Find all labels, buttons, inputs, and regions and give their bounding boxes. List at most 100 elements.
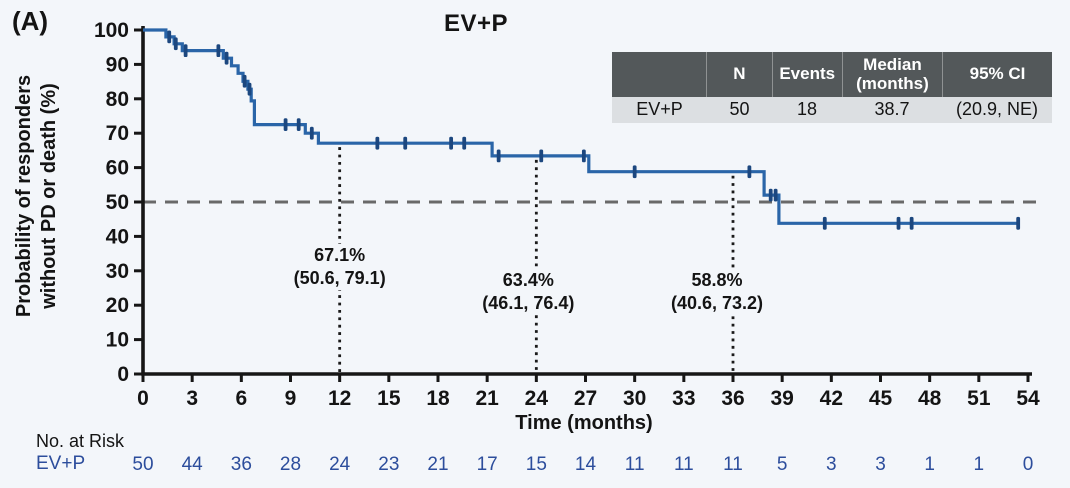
summary-cell-events: 18 [796, 99, 818, 120]
censor-tick [449, 136, 454, 150]
summary-table-data-row: EV+P 50 18 38.7 (20.9, NE) [612, 97, 1052, 123]
risk-count: 50 [132, 454, 153, 475]
censor-tick [216, 44, 221, 58]
censor-tick [539, 149, 544, 163]
censor-tick [242, 74, 247, 88]
landmark-annotation: 67.1% (50.6, 79.1) [289, 244, 390, 291]
summary-cell-ci: (20.9, NE) [955, 99, 1039, 120]
summary-header-n: N [706, 52, 771, 97]
chart-title: EV+P [443, 10, 509, 37]
risk-count: 36 [231, 454, 252, 475]
x-tick-label: 21 [475, 387, 499, 410]
panel-label: (A) [12, 6, 49, 36]
summary-cell-n: 50 [729, 99, 750, 120]
landmark-percent: 58.8% [691, 270, 743, 290]
landmark-ci: (46.1, 76.4) [482, 293, 575, 314]
y-tick-label: 20 [106, 294, 129, 317]
landmark-annotation: 58.8% (40.6, 73.2) [666, 269, 768, 316]
x-tick-label: 24 [525, 387, 549, 410]
risk-count: 14 [575, 454, 597, 475]
summary-table-header-row: N Events Median (months) 95% CI [612, 52, 1052, 97]
censor-tick [403, 136, 408, 150]
x-tick-label: 15 [377, 387, 401, 410]
censor-tick [909, 216, 914, 230]
risk-section-label: No. at Risk [36, 431, 125, 451]
risk-row-label: EV+P [36, 453, 86, 474]
x-axis-label: Time (months) [515, 412, 653, 434]
y-tick-label: 90 [106, 53, 129, 76]
landmark-annotation: 63.4% (46.1, 76.4) [478, 269, 579, 316]
summary-header-blank [612, 52, 706, 97]
y-tick-label: 60 [106, 157, 129, 180]
risk-count: 11 [723, 454, 743, 475]
censor-tick [747, 165, 752, 179]
risk-count: 1 [924, 454, 935, 475]
summary-cell-median: 38.7 [874, 99, 910, 120]
risk-count: 28 [280, 454, 301, 475]
censor-tick [309, 126, 314, 140]
censor-tick [773, 188, 778, 202]
risk-count: 21 [427, 454, 448, 475]
risk-count: 1 [974, 454, 985, 475]
risk-count: 3 [826, 454, 837, 475]
censor-tick [581, 149, 586, 163]
censor-tick [896, 216, 901, 230]
y-tick-label: 40 [106, 225, 129, 248]
summary-header-events: Events [771, 52, 842, 97]
risk-count: 11 [674, 454, 694, 475]
censor-tick [462, 136, 467, 150]
x-tick-label: 12 [328, 387, 351, 410]
summary-cell-arm: EV+P [636, 99, 683, 120]
x-tick-label: 42 [820, 387, 843, 410]
x-tick-label: 39 [770, 387, 793, 410]
summary-table: N Events Median (months) 95% CI EV+P 50 … [612, 52, 1052, 123]
landmark-ci: (40.6, 73.2) [670, 293, 764, 314]
landmark-percent: 63.4% [502, 270, 554, 290]
risk-count: 24 [329, 454, 351, 475]
censor-tick [375, 136, 380, 150]
x-tick-label: 30 [623, 387, 646, 410]
x-tick-label: 3 [186, 387, 198, 410]
x-tick-label: 18 [426, 387, 450, 410]
y-tick-label: 100 [94, 19, 129, 42]
x-tick-label: 6 [235, 387, 247, 410]
censor-tick [247, 82, 252, 96]
censor-tick [768, 188, 773, 202]
risk-count: 3 [875, 454, 886, 475]
censor-tick [822, 216, 827, 230]
x-tick-label: 9 [285, 387, 297, 410]
y-tick-label: 70 [106, 122, 129, 145]
censor-tick [632, 165, 637, 179]
risk-count: 11 [625, 454, 645, 475]
x-tick-label: 33 [672, 387, 695, 410]
y-tick-label: 10 [106, 329, 129, 352]
risk-count: 5 [777, 454, 788, 475]
y-tick-label: 30 [106, 260, 129, 283]
risk-count: 0 [1023, 454, 1034, 475]
risk-count: 44 [182, 454, 204, 475]
censor-tick [167, 30, 172, 44]
x-tick-label: 48 [918, 387, 942, 410]
x-tick-label: 45 [869, 387, 893, 410]
x-tick-label: 54 [1016, 387, 1040, 410]
x-tick-label: 51 [967, 387, 991, 410]
risk-count: 23 [378, 454, 399, 475]
censor-tick [1016, 216, 1021, 230]
censor-tick [183, 44, 188, 58]
summary-header-median: Median (months) [841, 52, 942, 97]
landmark-percent: 67.1% [314, 245, 366, 265]
censor-tick [224, 51, 229, 65]
landmark-ci: (50.6, 79.1) [293, 268, 386, 289]
risk-count: 15 [526, 454, 547, 475]
censor-tick [173, 37, 178, 51]
censor-tick [496, 149, 501, 163]
censor-tick [296, 118, 301, 131]
y-tick-label: 50 [106, 191, 129, 214]
x-tick-label: 0 [137, 387, 149, 410]
summary-header-ci: 95% CI [942, 52, 1052, 97]
x-tick-label: 36 [721, 387, 744, 410]
y-tick-label: 0 [117, 363, 129, 386]
x-tick-label: 27 [574, 387, 597, 410]
